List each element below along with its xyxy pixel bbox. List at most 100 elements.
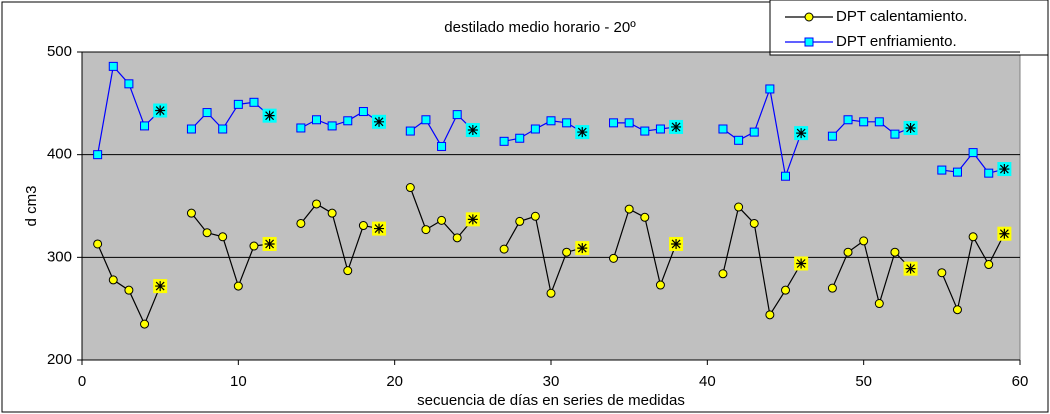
point: [937, 165, 947, 175]
asterisk: [999, 228, 1010, 239]
x-tick-label: 60: [1012, 373, 1029, 390]
asterisk: [374, 223, 385, 234]
point: [249, 241, 259, 251]
y-tick-label: 400: [47, 146, 72, 163]
asterisk: [155, 105, 166, 116]
point: [108, 61, 118, 71]
point: [124, 285, 134, 295]
point: [499, 136, 509, 146]
point: [874, 117, 884, 127]
asterisk: [905, 263, 916, 274]
point: [749, 218, 759, 228]
point: [437, 215, 447, 225]
point: [890, 129, 900, 139]
point: [827, 283, 837, 293]
point: [546, 116, 556, 126]
point: [515, 216, 525, 226]
point: [655, 280, 665, 290]
point: [437, 141, 447, 151]
point: [968, 232, 978, 242]
point: [937, 268, 947, 278]
point: [358, 107, 368, 117]
x-tick-label: 0: [78, 373, 86, 390]
point: [843, 247, 853, 257]
plot-area: [81, 51, 1021, 361]
y-axis-label: d cm3: [23, 186, 40, 227]
point: [124, 79, 134, 89]
point: [343, 116, 353, 126]
point: [343, 266, 353, 276]
point: [93, 239, 103, 249]
point: [515, 133, 525, 143]
point: [624, 118, 634, 128]
point: [140, 121, 150, 131]
asterisk: [796, 128, 807, 139]
x-tick-label: 10: [230, 373, 247, 390]
point: [327, 208, 337, 218]
asterisk: [155, 281, 166, 292]
point: [890, 247, 900, 257]
asterisk: [999, 164, 1010, 175]
point: [655, 124, 665, 134]
point: [312, 199, 321, 209]
point: [296, 123, 306, 133]
point: [218, 232, 228, 242]
point: [984, 168, 994, 178]
point: [984, 260, 994, 270]
point: [859, 117, 869, 127]
point: [562, 118, 572, 128]
point: [249, 97, 259, 107]
asterisk: [796, 258, 807, 269]
point: [108, 275, 118, 285]
point: [186, 208, 196, 218]
point: [530, 124, 540, 134]
x-tick-label: 50: [855, 373, 872, 390]
point: [405, 183, 415, 193]
point: [452, 233, 462, 243]
point: [405, 126, 415, 136]
point: [452, 110, 462, 120]
asterisk: [467, 125, 478, 136]
point: [358, 221, 368, 231]
point: [233, 281, 243, 291]
point: [546, 288, 556, 298]
point: [202, 228, 212, 238]
asterisk: [577, 127, 588, 138]
legend-label: DPT calentamiento.: [836, 8, 967, 25]
asterisk: [671, 238, 682, 249]
x-tick-label: 20: [386, 373, 403, 390]
asterisk: [374, 116, 385, 127]
point: [952, 305, 962, 315]
point: [421, 115, 431, 125]
point: [718, 124, 728, 134]
point: [968, 148, 978, 158]
asterisk: [264, 238, 275, 249]
asterisk: [905, 122, 916, 133]
point: [781, 285, 790, 295]
point: [765, 310, 775, 320]
asterisk: [671, 121, 682, 132]
point: [765, 84, 775, 94]
y-tick-label: 500: [47, 43, 72, 60]
point: [562, 247, 572, 257]
legend-marker: [804, 12, 814, 22]
chart-title: destilado medio horario - 20º: [444, 19, 636, 36]
point: [781, 171, 790, 181]
point: [140, 319, 150, 329]
point: [296, 218, 306, 228]
legend-label: DPT enfriamiento.: [836, 33, 957, 50]
point: [609, 118, 619, 128]
point: [827, 131, 837, 141]
point: [312, 115, 321, 125]
y-tick-label: 200: [47, 351, 72, 368]
point: [843, 115, 853, 125]
x-axis-label: secuencia de días en series de medidas: [417, 392, 685, 409]
point: [734, 202, 744, 212]
point: [952, 167, 962, 177]
legend-marker: [804, 37, 814, 47]
point: [624, 204, 634, 214]
x-tick-label: 30: [543, 373, 560, 390]
point: [609, 253, 619, 263]
point: [734, 135, 744, 145]
